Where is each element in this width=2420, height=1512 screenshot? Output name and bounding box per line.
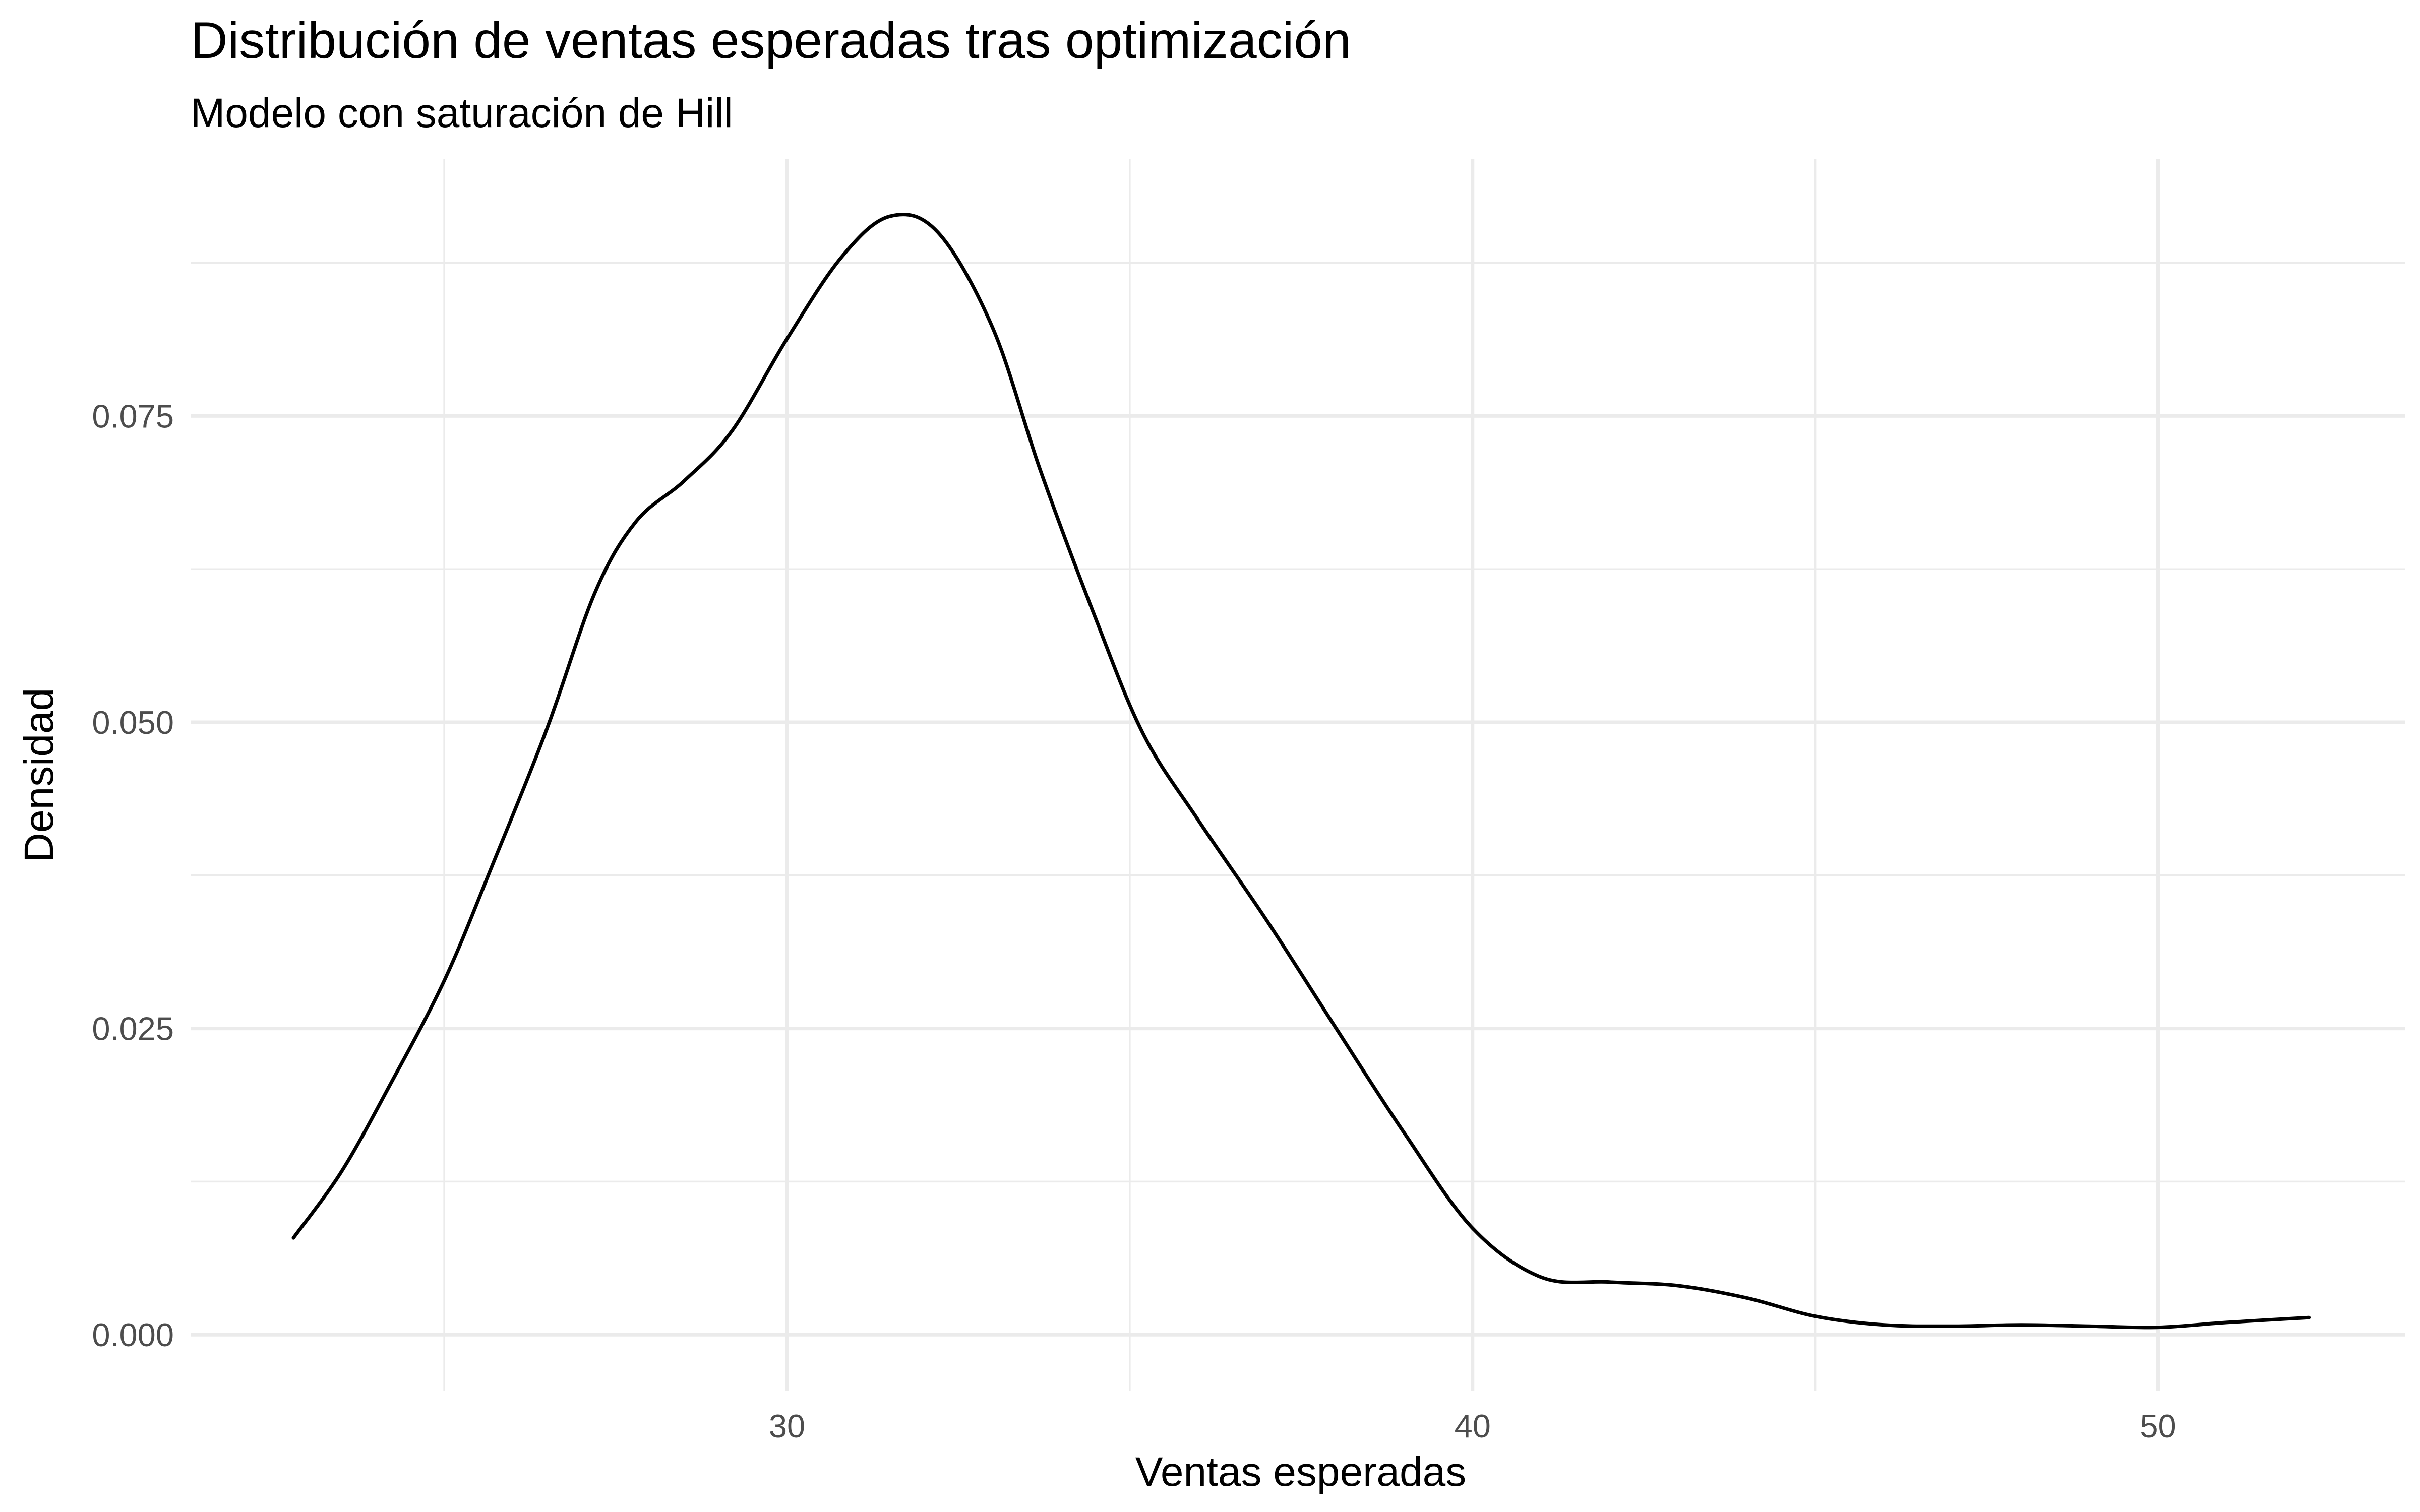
y-tick-label: 0.025 [92, 1011, 174, 1047]
chart-title: Distribución de ventas esperadas tras op… [191, 12, 1351, 69]
y-axis-title: Densidad [16, 688, 62, 862]
major-grid [191, 159, 2405, 1391]
y-tick-label: 0.075 [92, 398, 174, 434]
x-tick-label: 40 [1455, 1408, 1491, 1444]
series-layer [291, 212, 2311, 1330]
y-axis-ticks: 0.000 0.025 0.050 0.075 [92, 398, 174, 1353]
density-curve [291, 212, 2311, 1330]
chart-subtitle: Modelo con saturación de Hill [191, 90, 733, 136]
y-tick-label: 0.050 [92, 704, 174, 741]
y-tick-label: 0.000 [92, 1316, 174, 1353]
x-axis-title: Ventas esperadas [1135, 1449, 1466, 1495]
x-tick-label: 30 [769, 1408, 805, 1444]
minor-grid [191, 159, 2405, 1391]
x-axis-ticks: 30 40 50 [769, 1408, 2176, 1444]
x-tick-label: 50 [2140, 1408, 2176, 1444]
